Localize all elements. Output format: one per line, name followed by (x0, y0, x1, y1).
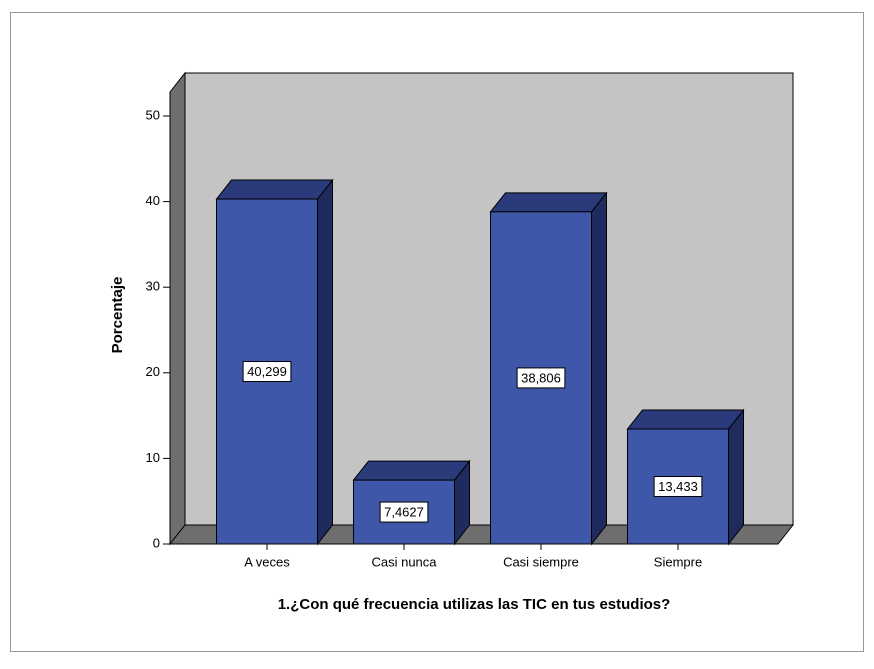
left-wall (169, 71, 186, 546)
y-tick-label: 30 (146, 279, 160, 294)
bar-top (626, 409, 745, 430)
bar-top (489, 192, 608, 213)
y-tick-label: 50 (146, 107, 160, 122)
value-label-box (653, 476, 703, 498)
value-label-box (516, 367, 566, 389)
bar-side (317, 178, 333, 546)
value-label-box (379, 501, 429, 523)
y-tick-label: 20 (146, 364, 160, 379)
bar-side (591, 191, 607, 546)
y-tick-label: 0 (153, 535, 160, 550)
bar-side (728, 408, 744, 546)
x-tick-label: A veces (244, 554, 290, 569)
y-tick-label: 40 (146, 193, 160, 208)
value-label: 40,299 (247, 364, 287, 379)
x-tick-label: Siempre (654, 554, 702, 569)
x-axis-title: 1.¿Con qué frecuencia utilizas las TIC e… (278, 596, 671, 613)
bar-top (352, 460, 471, 481)
y-tick-label: 10 (146, 450, 160, 465)
value-label: 38,806 (521, 370, 561, 385)
value-label: 7,4627 (384, 504, 424, 519)
bar-top (215, 179, 334, 200)
x-tick-label: Casi nunca (371, 554, 437, 569)
x-tick-label: Casi siempre (503, 554, 579, 569)
value-label: 13,433 (658, 479, 698, 494)
y-axis-title: Porcentaje (109, 277, 126, 354)
value-label-box (242, 361, 292, 383)
